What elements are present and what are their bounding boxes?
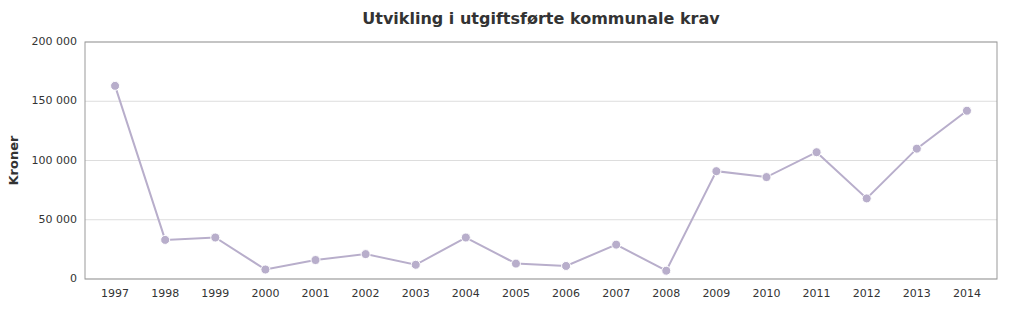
x-tick-label: 2009 bbox=[702, 287, 730, 300]
data-point bbox=[562, 261, 571, 270]
data-point bbox=[361, 250, 370, 259]
grid-line bbox=[85, 160, 997, 161]
data-point bbox=[912, 144, 921, 153]
x-tick-label: 2013 bbox=[903, 287, 931, 300]
x-tick-label: 1998 bbox=[151, 287, 179, 300]
x-tick-label: 2001 bbox=[302, 287, 330, 300]
data-point bbox=[812, 148, 821, 157]
data-point bbox=[211, 233, 220, 242]
x-tick-label: 2005 bbox=[502, 287, 530, 300]
y-tick-label: 150 000 bbox=[32, 94, 78, 107]
data-point bbox=[762, 173, 771, 182]
data-line bbox=[115, 86, 967, 271]
data-point bbox=[612, 240, 621, 249]
data-point bbox=[461, 233, 470, 242]
data-point bbox=[311, 256, 320, 265]
x-tick-label: 1999 bbox=[201, 287, 229, 300]
data-point bbox=[161, 235, 170, 244]
x-tick-label: 2014 bbox=[953, 287, 981, 300]
grid-line bbox=[85, 219, 997, 220]
data-point bbox=[662, 266, 671, 275]
plot-area bbox=[111, 81, 972, 275]
plot-frame bbox=[85, 42, 997, 279]
data-point bbox=[111, 81, 120, 90]
x-tick-label: 2012 bbox=[853, 287, 881, 300]
x-tick-label: 2010 bbox=[752, 287, 780, 300]
chart-title: Utvikling i utgiftsførte kommunale krav bbox=[362, 9, 720, 28]
y-tick-label: 50 000 bbox=[39, 213, 78, 226]
x-tick-label: 2002 bbox=[352, 287, 380, 300]
x-tick-label: 2004 bbox=[452, 287, 480, 300]
data-point bbox=[962, 106, 971, 115]
x-tick-label: 2007 bbox=[602, 287, 630, 300]
y-tick-label: 100 000 bbox=[32, 154, 78, 167]
chart-container: 0 50 000 100 000 150 000 200 000 1997 1998 1999… bbox=[0, 0, 1019, 319]
x-tick-label: 1997 bbox=[101, 287, 129, 300]
x-tick-label: 2006 bbox=[552, 287, 580, 300]
data-point bbox=[511, 259, 520, 268]
x-tick-label: 2000 bbox=[251, 287, 279, 300]
y-tick-label: 200 000 bbox=[32, 35, 78, 48]
y-axis-label: Kroner bbox=[6, 135, 21, 185]
y-tick-label: 0 bbox=[70, 272, 77, 285]
data-point bbox=[712, 167, 721, 176]
x-tick-label: 2008 bbox=[652, 287, 680, 300]
chart-svg: 0 50 000 100 000 150 000 200 000 1997 1998 1999… bbox=[0, 0, 1019, 319]
data-point bbox=[411, 260, 420, 269]
data-point bbox=[862, 194, 871, 203]
x-tick-label: 2003 bbox=[402, 287, 430, 300]
data-point bbox=[261, 265, 270, 274]
grid-line bbox=[85, 101, 997, 102]
y-grid bbox=[85, 42, 997, 279]
x-tick-label: 2011 bbox=[803, 287, 831, 300]
